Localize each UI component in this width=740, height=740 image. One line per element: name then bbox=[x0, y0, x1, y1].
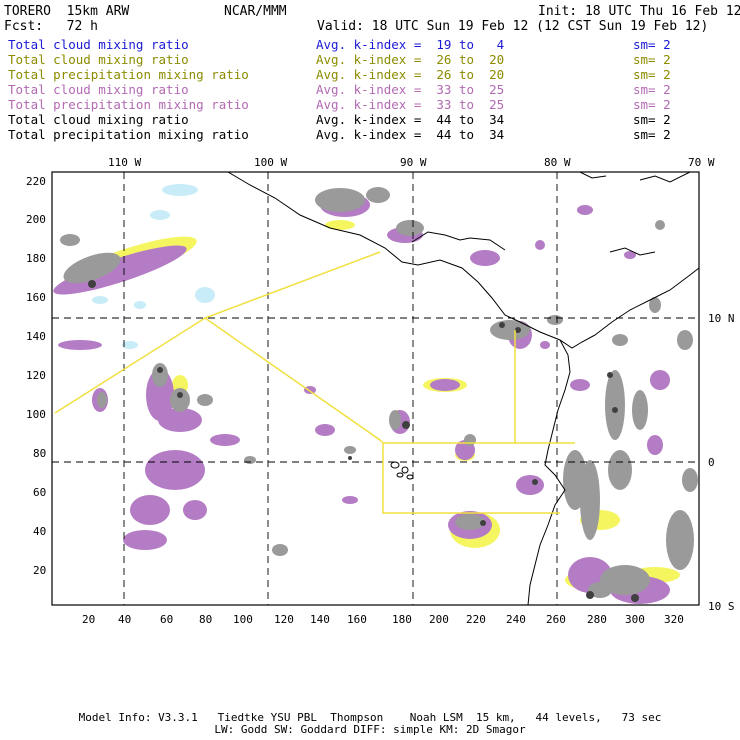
region-boundaries bbox=[54, 251, 575, 514]
legend-label: Total cloud mixing ratio bbox=[8, 37, 189, 52]
legend-label: Total precipitation mixing ratio bbox=[8, 127, 249, 142]
model-info: Model Info: V3.3.1 Tiedtke YSU PBL Thomp… bbox=[78, 711, 662, 724]
x-tick-label: 300 bbox=[625, 613, 645, 626]
x-tick-label: 160 bbox=[347, 613, 367, 626]
lon-label: 110 W bbox=[108, 156, 142, 169]
x-tick-label: 120 bbox=[274, 613, 294, 626]
x-tick-label: 40 bbox=[118, 613, 132, 626]
legend-index: Avg. k-index = 33 to 25 bbox=[316, 82, 505, 97]
legend-index: Avg. k-index = 44 to 34 bbox=[316, 112, 505, 127]
legend-sm: sm= 2 bbox=[633, 82, 671, 97]
coastline bbox=[227, 172, 699, 605]
forecast-hour: Fcst: 72 h bbox=[4, 19, 98, 34]
init-time: Init: 18 UTC Thu 16 Feb 12 bbox=[538, 4, 740, 19]
lon-label: 80 W bbox=[544, 156, 571, 169]
lon-label: 70 W bbox=[688, 156, 715, 169]
legend-sm: sm= 2 bbox=[633, 67, 671, 82]
legend-sm: sm= 2 bbox=[633, 37, 671, 52]
legend-label: Total precipitation mixing ratio bbox=[8, 67, 249, 82]
graticule bbox=[52, 172, 699, 605]
y-tick-label: 100 bbox=[26, 408, 46, 421]
y-tick-label: 220 bbox=[26, 175, 46, 188]
x-tick-label: 280 bbox=[587, 613, 607, 626]
legend-index: Avg. k-index = 26 to 20 bbox=[316, 67, 505, 82]
galapagos-islands bbox=[390, 461, 414, 480]
x-tick-label: 60 bbox=[160, 613, 174, 626]
lat-label: 10 S bbox=[708, 600, 735, 613]
legend-label: Total cloud mixing ratio bbox=[8, 82, 189, 97]
legend-index: Avg. k-index = 19 to 4 bbox=[316, 37, 505, 52]
lon-label: 90 W bbox=[400, 156, 427, 169]
y-tick-label: 180 bbox=[26, 252, 46, 265]
x-tick-label: 240 bbox=[506, 613, 526, 626]
lat-label: 0 bbox=[708, 456, 715, 469]
legend-label: Total precipitation mixing ratio bbox=[8, 97, 249, 112]
lon-label: 100 W bbox=[254, 156, 288, 169]
y-tick-label: 140 bbox=[26, 330, 46, 343]
legend-sm: sm= 2 bbox=[633, 97, 671, 112]
plot-frame bbox=[51, 171, 700, 606]
x-tick-label: 80 bbox=[199, 613, 213, 626]
x-tick-label: 20 bbox=[82, 613, 96, 626]
y-tick-label: 80 bbox=[33, 447, 47, 460]
legend-label: Total cloud mixing ratio bbox=[8, 112, 189, 127]
x-tick-label: 260 bbox=[546, 613, 566, 626]
x-tick-label: 320 bbox=[664, 613, 684, 626]
valid-time: Valid: 18 UTC Sun 19 Feb 12 (12 CST Sun … bbox=[317, 19, 709, 34]
legend-label: Total cloud mixing ratio bbox=[8, 52, 189, 67]
y-tick-label: 200 bbox=[26, 213, 46, 226]
lat-label: 10 N bbox=[708, 312, 735, 325]
precip-field bbox=[53, 184, 698, 604]
legend-sm: sm= 2 bbox=[633, 112, 671, 127]
legend-sm: sm= 2 bbox=[633, 52, 671, 67]
y-tick-label: 20 bbox=[33, 564, 47, 577]
physics-info: LW: Godd SW: Goddard DIFF: simple KM: 2D… bbox=[214, 723, 526, 736]
y-tick-label: 120 bbox=[26, 369, 46, 382]
model-title: TORERO 15km ARW bbox=[4, 4, 130, 19]
legend-index: Avg. k-index = 44 to 34 bbox=[316, 127, 505, 142]
y-tick-label: 160 bbox=[26, 291, 46, 304]
org-label: NCAR/MMM bbox=[224, 4, 287, 19]
legend-index: Avg. k-index = 26 to 20 bbox=[316, 52, 505, 67]
x-tick-label: 140 bbox=[310, 613, 330, 626]
x-tick-label: 180 bbox=[392, 613, 412, 626]
y-tick-label: 60 bbox=[33, 486, 47, 499]
y-tick-label: 40 bbox=[33, 525, 47, 538]
legend-index: Avg. k-index = 33 to 25 bbox=[316, 97, 505, 112]
x-tick-label: 200 bbox=[429, 613, 449, 626]
x-tick-label: 100 bbox=[233, 613, 253, 626]
x-tick-label: 220 bbox=[466, 613, 486, 626]
legend-sm: sm= 2 bbox=[633, 127, 671, 142]
